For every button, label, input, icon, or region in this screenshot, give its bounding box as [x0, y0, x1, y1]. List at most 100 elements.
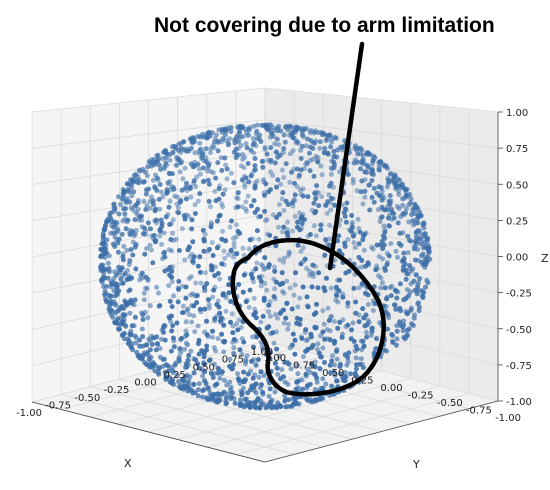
scatter-point [320, 308, 326, 314]
scatter-point [123, 226, 129, 232]
scatter-point [360, 233, 366, 239]
scatter-point [292, 213, 298, 219]
scatter-point [417, 276, 423, 282]
scatter-point [223, 394, 229, 400]
scatter-point [359, 147, 365, 153]
scatter-point [258, 401, 264, 407]
scatter-point [371, 350, 377, 356]
scatter-point [280, 190, 286, 196]
scatter-point [374, 336, 379, 342]
scatter-point [188, 194, 194, 200]
scatter-point [108, 293, 114, 299]
scatter-point [125, 186, 131, 192]
scatter-point [386, 253, 392, 259]
scatter-point [170, 171, 175, 177]
z-tick-label: -0.75 [506, 361, 532, 372]
scatter-point [223, 238, 229, 244]
scatter-point [172, 362, 178, 368]
scatter-point [206, 198, 212, 204]
scatter-point [216, 213, 222, 219]
scatter-point [231, 345, 237, 351]
scatter-point [396, 188, 402, 194]
scatter-point [200, 373, 206, 379]
grid-line [264, 150, 499, 185]
scatter-point [253, 363, 259, 368]
scatter-point [174, 320, 180, 326]
scatter-point [320, 385, 326, 391]
scatter-point [214, 132, 219, 138]
scatter-point [211, 361, 217, 367]
scatter-point [272, 141, 278, 147]
scatter-point [208, 220, 214, 226]
scatter-point [266, 393, 272, 399]
y-axis-line [264, 400, 499, 463]
scatter-point [292, 282, 298, 288]
scatter-point [160, 357, 166, 362]
scatter-point [345, 171, 351, 177]
scatter-point [358, 166, 363, 172]
scatter-point [281, 255, 287, 261]
scatter-point [146, 357, 152, 363]
scatter-point [360, 338, 366, 344]
scatter-point [396, 192, 402, 197]
scatter-point [214, 381, 220, 387]
scatter-point [250, 142, 256, 148]
scatter-point [380, 256, 386, 262]
scatter-point [185, 247, 191, 253]
scatter-point [175, 372, 181, 378]
scatter-point [293, 386, 299, 392]
scatter-point [222, 338, 228, 344]
scatter-point [243, 206, 249, 212]
scatter-point [260, 177, 266, 182]
scatter-point [286, 397, 292, 403]
z-tick-label: 1.00 [506, 108, 528, 119]
scatter-point [242, 377, 248, 383]
scatter-point [166, 204, 172, 210]
scatter-point [273, 243, 279, 249]
scatter-point [240, 151, 246, 157]
scatter-point [405, 250, 411, 256]
scatter-point [263, 181, 269, 187]
scatter-point [111, 230, 117, 236]
scatter-point [223, 162, 228, 168]
scatter-point [150, 260, 156, 266]
scatter-point [104, 237, 110, 243]
scatter-point [186, 276, 192, 281]
scatter-point [230, 254, 236, 260]
scatter-point [403, 276, 409, 282]
scatter-point [204, 347, 209, 353]
scatter-point [227, 224, 233, 230]
scatter-point [345, 300, 351, 306]
scatter-point [206, 246, 212, 252]
scatter-point [324, 275, 329, 281]
scatter-point [129, 275, 135, 281]
scatter-point [136, 167, 142, 173]
scatter-point [167, 264, 173, 270]
scatter-point [247, 287, 253, 293]
scatter-point [337, 361, 343, 367]
scatter-point [327, 337, 333, 343]
scatter-point [148, 194, 154, 200]
scatter-point [267, 232, 273, 238]
scatter-point [166, 283, 172, 289]
scatter-point [331, 165, 337, 170]
scatter-point [227, 363, 233, 369]
scatter-point [211, 287, 217, 293]
scatter-point [121, 306, 126, 312]
scatter-point [204, 281, 210, 287]
scatter-point [227, 356, 233, 362]
x-tick-label: -0.50 [74, 393, 100, 404]
scatter-point [278, 403, 284, 409]
scatter-point [254, 122, 260, 128]
scatter-point [279, 270, 285, 276]
scatter-point [262, 144, 268, 150]
scatter-point [326, 192, 332, 198]
scatter-point [321, 150, 327, 156]
scatter-point [297, 227, 303, 233]
scatter-point [289, 342, 295, 348]
scatter-point [284, 300, 290, 306]
scatter-point [295, 242, 301, 248]
scatter-point [196, 337, 202, 343]
scatter-point [364, 334, 370, 340]
scatter-point [391, 215, 397, 221]
